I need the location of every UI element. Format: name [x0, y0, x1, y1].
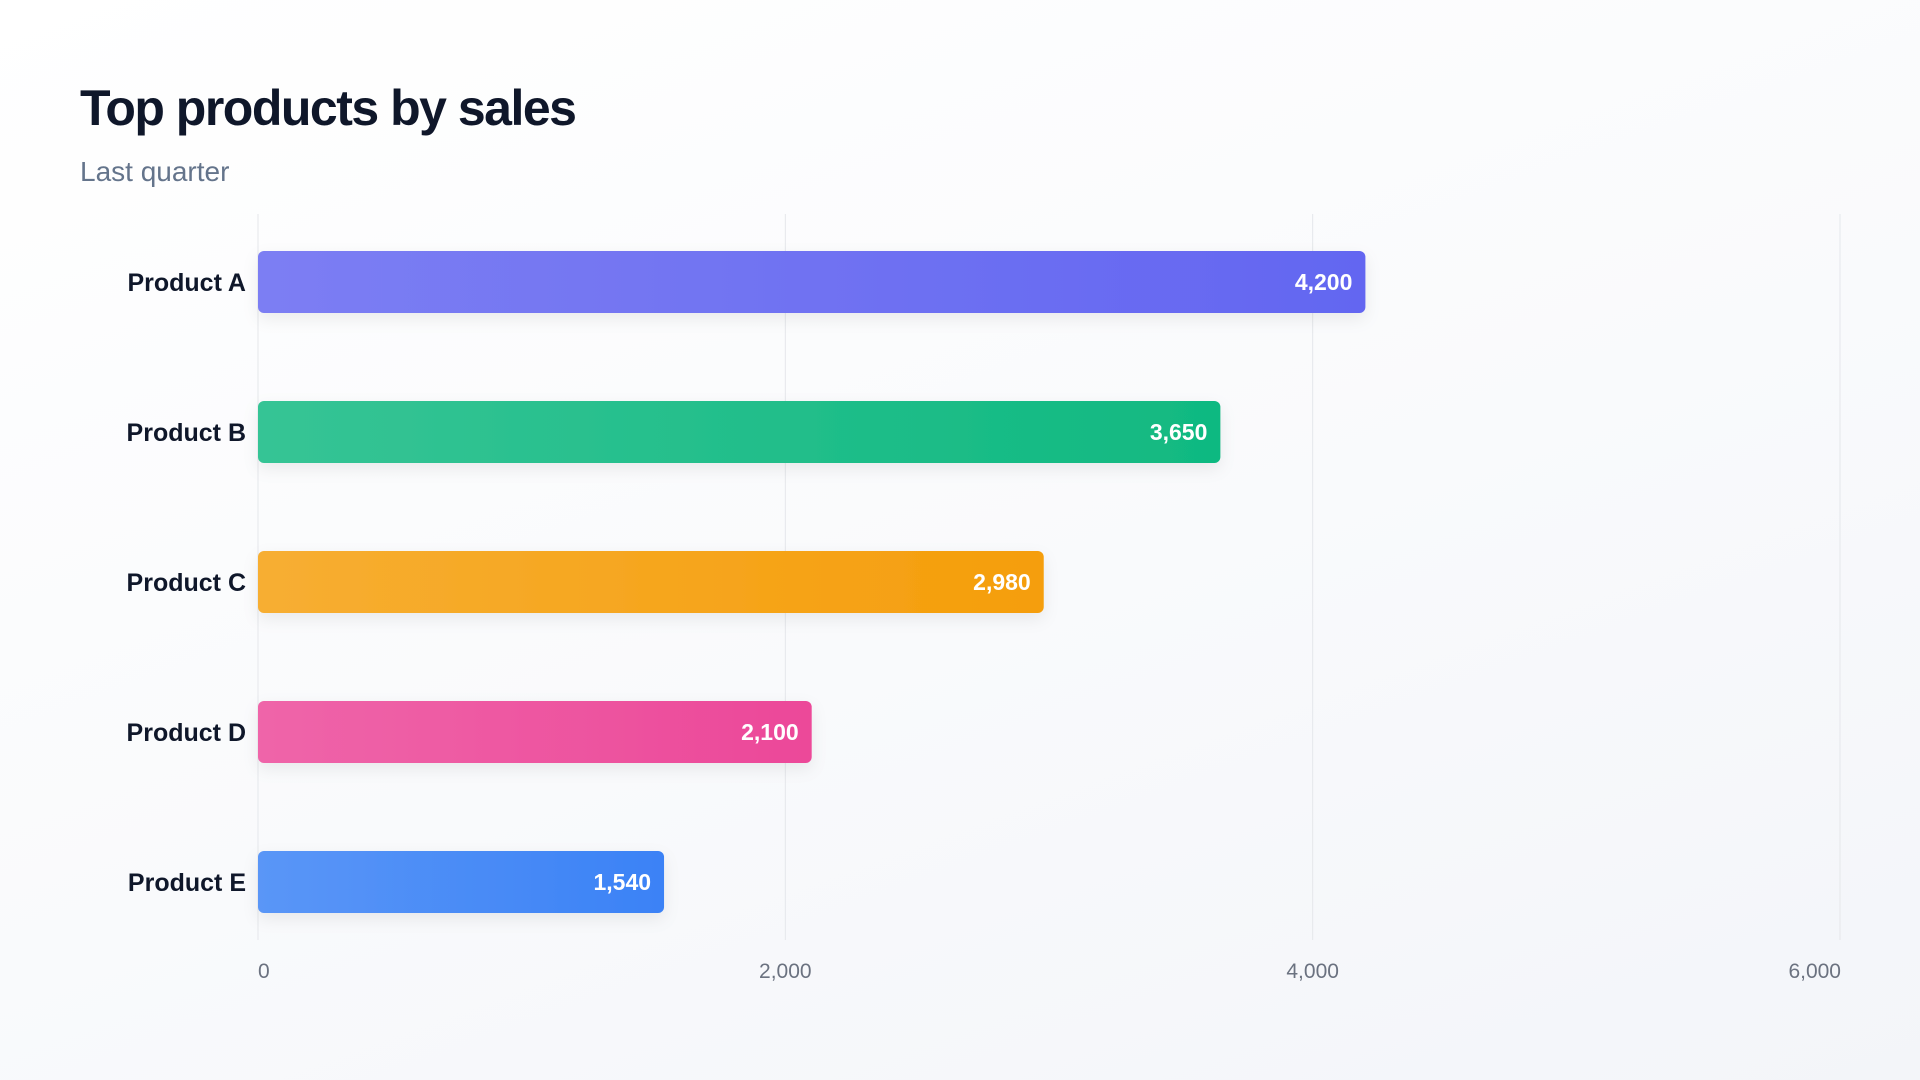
category-label: Product D [127, 719, 246, 747]
value-label: 3,650 [1150, 419, 1208, 445]
bar [258, 551, 1044, 613]
bar-group: Product C 2,980 [127, 551, 1044, 613]
x-tick-label: 6,000 [1788, 960, 1841, 983]
chart-title: Top products by sales [80, 80, 577, 136]
bar [258, 401, 1221, 463]
value-label: 1,540 [593, 869, 651, 895]
bar-group: Product D 2,100 [127, 701, 812, 763]
value-label: 2,980 [973, 569, 1031, 595]
category-label: Product A [127, 269, 246, 297]
value-label: 4,200 [1295, 269, 1353, 295]
category-label: Product E [128, 869, 246, 897]
x-tick-label: 2,000 [759, 960, 812, 983]
x-tick-label: 0 [258, 960, 270, 983]
value-label: 2,100 [741, 719, 799, 745]
category-label: Product C [127, 569, 246, 597]
bars: Product A 4,200 Product B 3,650 Product C 2,9… [127, 251, 1366, 913]
bar-group: Product B 3,650 [127, 401, 1221, 463]
bar-group: Product E 1,540 [128, 851, 665, 913]
x-axis-ticks: 0 2,000 4,000 6,000 [258, 960, 1841, 983]
chart-subtitle: Last quarter [80, 156, 230, 187]
category-label: Product B [127, 419, 246, 447]
bar [258, 251, 1366, 313]
bar-group: Product A 4,200 [127, 251, 1366, 313]
x-tick-label: 4,000 [1286, 960, 1339, 983]
bar [258, 851, 665, 913]
bar [258, 701, 812, 763]
